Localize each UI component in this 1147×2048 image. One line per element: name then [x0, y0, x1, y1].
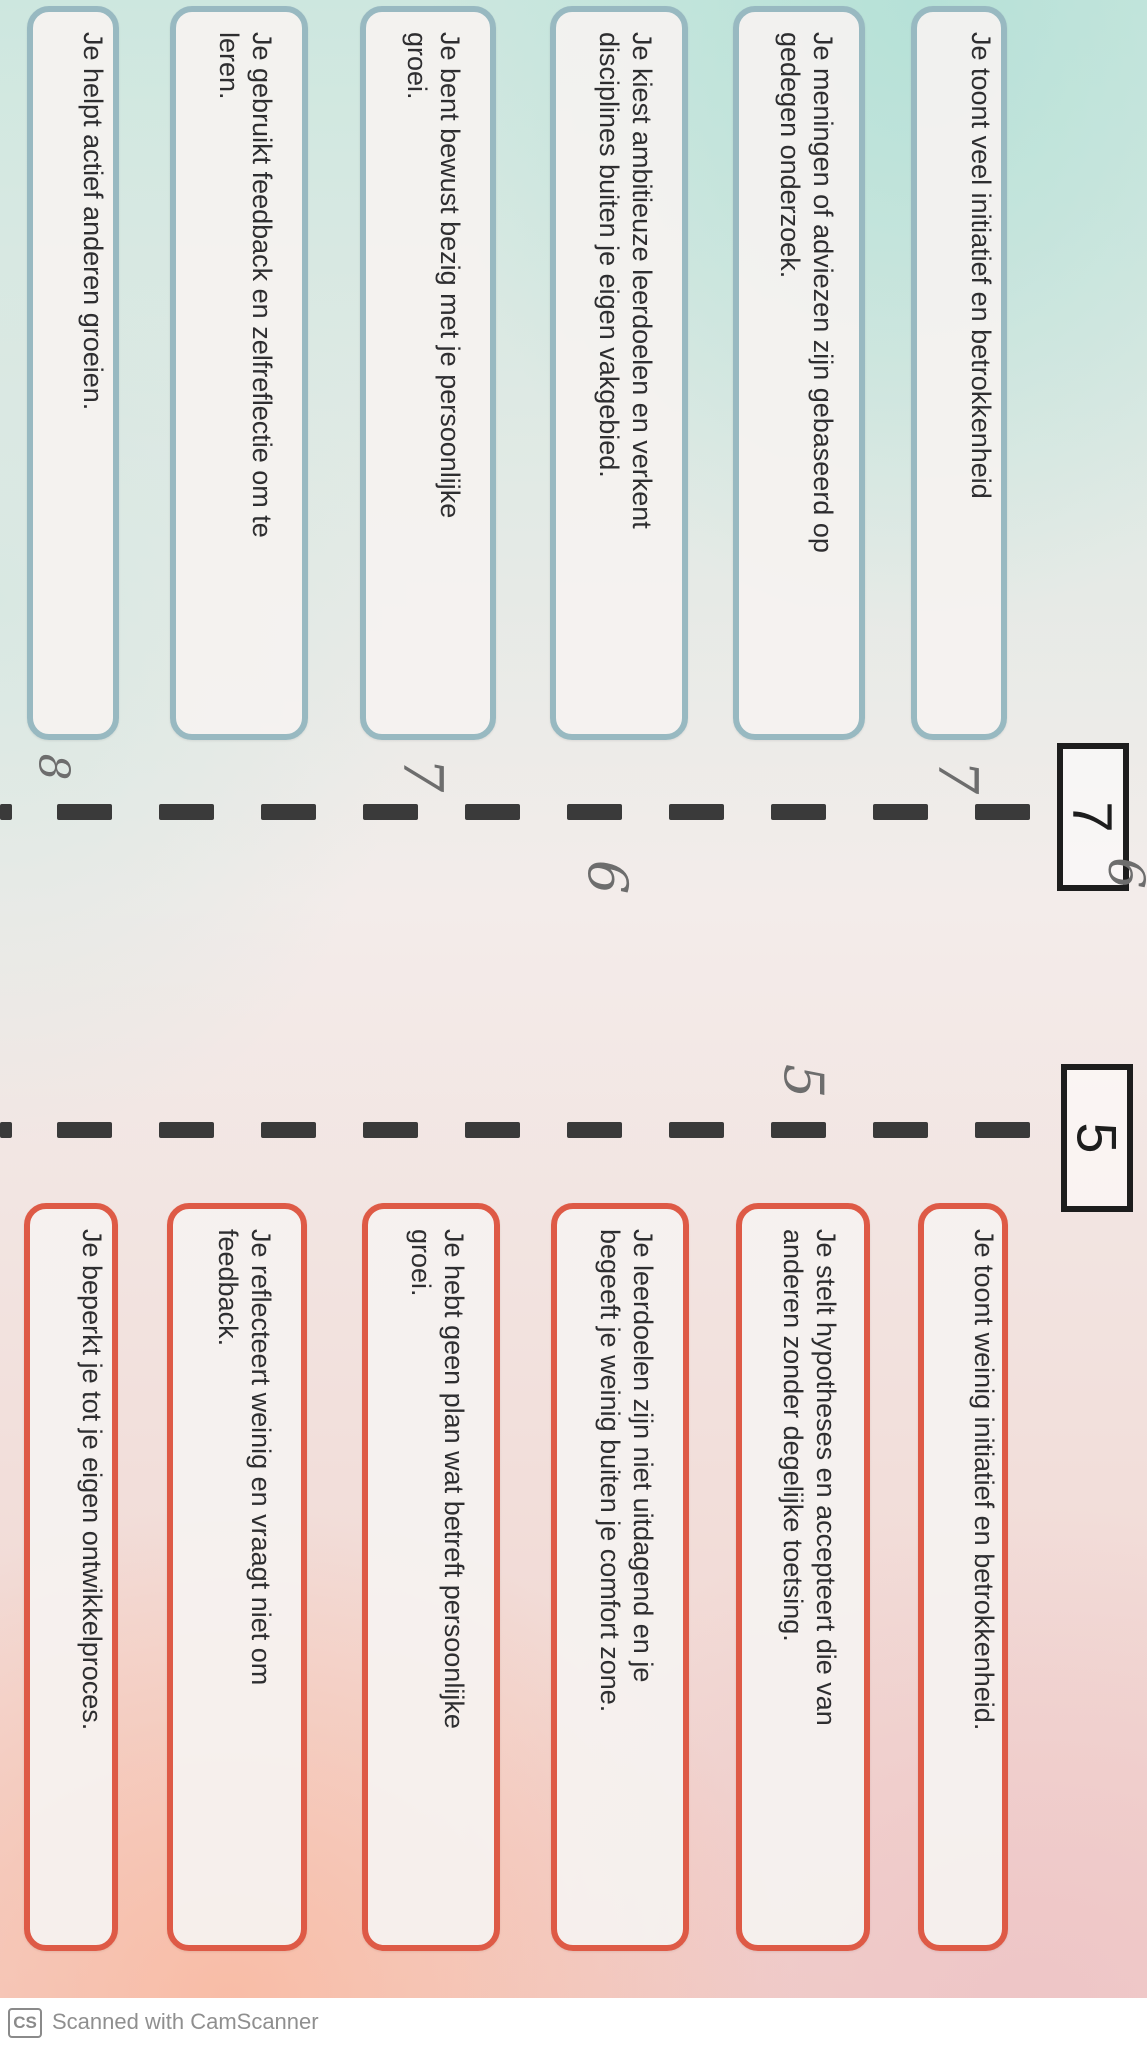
rubric-card-7-research: Je meningen of adviezen zijn gebaseerd o… [733, 6, 865, 740]
score-label: 7 [1062, 801, 1125, 833]
handwritten-mark: 6 [576, 859, 640, 895]
rubric-card-5-hypotheses: Je stelt hypotheses en accepteert die va… [736, 1203, 870, 1951]
score-box-7: 7 [1057, 743, 1129, 891]
handwritten-mark: 5 [772, 1063, 836, 1099]
rubric-card-5-development: Je beperkt je tot je eigen ontwikkelproc… [24, 1203, 118, 1951]
card-line: Je beperkt je tot je eigen ontwikkelproc… [77, 1229, 107, 1731]
handwritten-mark: 8 [29, 753, 79, 781]
card-line: Je reflecteert weinig en vraagt niet om [246, 1229, 276, 1686]
card-line: leren. [214, 32, 244, 100]
card-line: Je stelt hypotheses en accepteert die va… [811, 1229, 841, 1726]
rubric-card-7-goals: Je kiest ambitieuze leerdoelen en verken… [550, 6, 688, 740]
card-line: Je meningen of adviezen zijn gebaseerd o… [808, 32, 838, 553]
card-line: Je toont weinig initiatief en betrokkenh… [969, 1229, 999, 1731]
card-line: disciplines buiten je eigen vakgebied. [594, 32, 624, 478]
rubric-card-5-goals: Je leerdoelen zijn niet uitdagend en je … [551, 1203, 689, 1951]
rubric-card-5-feedback: Je reflecteert weinig en vraagt niet om … [167, 1203, 307, 1951]
rubric-card-7-helping: Je helpt actief anderen groeien. [27, 6, 119, 740]
scanner-watermark-text: Scanned with CamScanner [52, 2009, 319, 2034]
card-line: feedback. [213, 1229, 243, 1347]
card-line: Je leerdoelen zijn niet uitdagend en je [628, 1229, 658, 1683]
scanned-rubric-page: Je toont veel initiatief en betrokkenhei… [0, 0, 1147, 1998]
handwritten-mark: 7 [926, 759, 990, 795]
card-line: groei. [406, 1229, 436, 1297]
rubric-card-5-growth: Je hebt geen plan wat betreft persoonlij… [362, 1203, 500, 1951]
rubric-card-7-growth: Je bent bewust bezig met je persoonlijke… [360, 6, 496, 740]
rubric-card-7-feedback: Je gebruikt feedback en zelfreflectie om… [170, 6, 308, 740]
card-line: Je hebt geen plan wat betreft persoonlij… [439, 1229, 469, 1729]
rubric-card-5-initiative: Je toont weinig initiatief en betrokkenh… [918, 1203, 1008, 1951]
card-line: gedegen onderzoek. [775, 32, 805, 279]
score-box-5: 5 [1061, 1064, 1133, 1212]
card-line: anderen zonder degelijke toetsing. [778, 1229, 808, 1642]
card-line: Je gebruikt feedback en zelfreflectie om… [247, 32, 277, 538]
card-line: Je kiest ambitieuze leerdoelen en verken… [627, 32, 657, 529]
handwritten-mark: 7 [391, 757, 455, 793]
handwritten-mark: 6 [1097, 857, 1147, 889]
rubric-card-7-initiative: Je toont veel initiatief en betrokkenhei… [911, 6, 1007, 740]
score-label: 5 [1066, 1122, 1129, 1154]
card-line: Je helpt actief anderen groeien. [78, 32, 108, 411]
card-line: Je bent bewust bezig met je persoonlijke [435, 32, 465, 519]
card-line: groei. [402, 32, 432, 100]
scanner-footer: CS Scanned with CamScanner [0, 1998, 1147, 2048]
card-line: begeeft je weinig buiten je comfort zone… [595, 1229, 625, 1713]
card-line: Je toont veel initiatief en betrokkenhei… [966, 32, 996, 499]
camscanner-logo-icon: CS [8, 2008, 42, 2038]
